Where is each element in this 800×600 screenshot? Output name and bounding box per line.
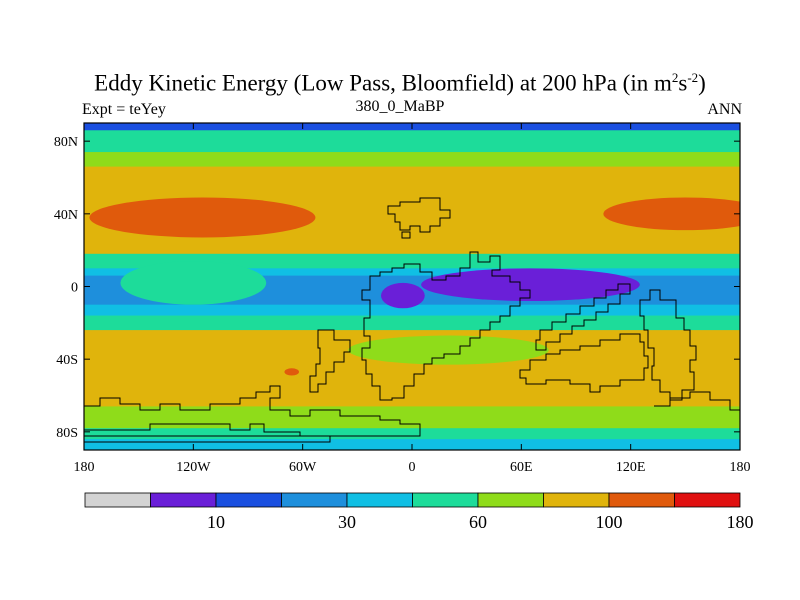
antarctic-shelf-outline [84,435,331,443]
band-5 [84,253,740,269]
colorbar-box [412,492,479,508]
colorbar-label: 100 [596,512,623,532]
period-label: 380_0_MaBP [355,98,445,115]
x-tick-label: 180 [74,460,95,475]
band-3 [84,166,740,186]
southern-yellow-tongue [348,335,549,365]
y-tick-label: 40S [56,353,78,368]
x-tick-label: 0 [409,460,416,475]
antarctica-outline [84,385,421,437]
y-tick-label: 0 [71,281,78,296]
colorbar-box [477,492,544,508]
x-tick-label: 60W [289,460,317,475]
experiment-label: Expt = teYey [82,101,166,118]
australia-outline [519,333,649,393]
y-tick-label: 80S [56,426,78,441]
colorbar-box [150,492,217,508]
africa-europe-outline [387,197,451,233]
band-12 [84,428,740,440]
east-landmass-outline [639,289,697,401]
pacific-arc-outline [535,283,631,351]
x-tick-label: 120E [616,460,646,475]
tropical-minimum-west [381,282,425,309]
band-9 [84,315,740,331]
colorbar-label: 10 [207,512,225,532]
east-antarctic-outline [654,391,740,411]
colorbar-box [346,492,413,508]
x-tick-label: 60E [510,460,533,475]
colorbar-box [84,492,151,508]
colorbar: 10 30 60 100 180 [84,492,754,532]
asia-africa-outline [361,251,531,401]
y-tick-label: 80N [54,135,78,150]
band-8 [84,304,740,317]
colorbar-box [215,492,282,508]
plot-title: Eddy Kinetic Energy (Low Pass, Bloomfiel… [94,70,706,96]
north-atlantic-jet-max [89,197,316,238]
field-layer [84,123,740,450]
band-2 [84,152,740,168]
colorbar-label: 180 [727,512,754,532]
colorbar-label: 60 [469,512,487,532]
south-america-outline [309,329,351,393]
colorbar-box [674,492,741,508]
colorbar-box [543,492,610,508]
colorbar-label: 30 [338,512,356,532]
tropical-minimum-east [421,268,640,302]
equatorial-green-tongue [120,261,267,305]
small-hot-spot [284,368,300,376]
small-island-outline [401,231,411,239]
colorbar-box [608,492,675,508]
colorbar-box [281,492,348,508]
continent-outlines [84,197,740,443]
band-11 [84,406,740,429]
x-tick-label: 180 [730,460,751,475]
x-tick-label: 120W [176,460,211,475]
y-tick-label: 40N [54,208,78,223]
latitude-ticks: 80N 40N 0 40S 80S [54,135,740,441]
season-label: ANN [707,101,742,118]
band-1 [84,130,740,153]
band-6 [84,268,740,277]
longitude-ticks: 180 120W 60W 0 60E 120E 180 [74,123,751,475]
pacific-jet-max [603,197,740,231]
